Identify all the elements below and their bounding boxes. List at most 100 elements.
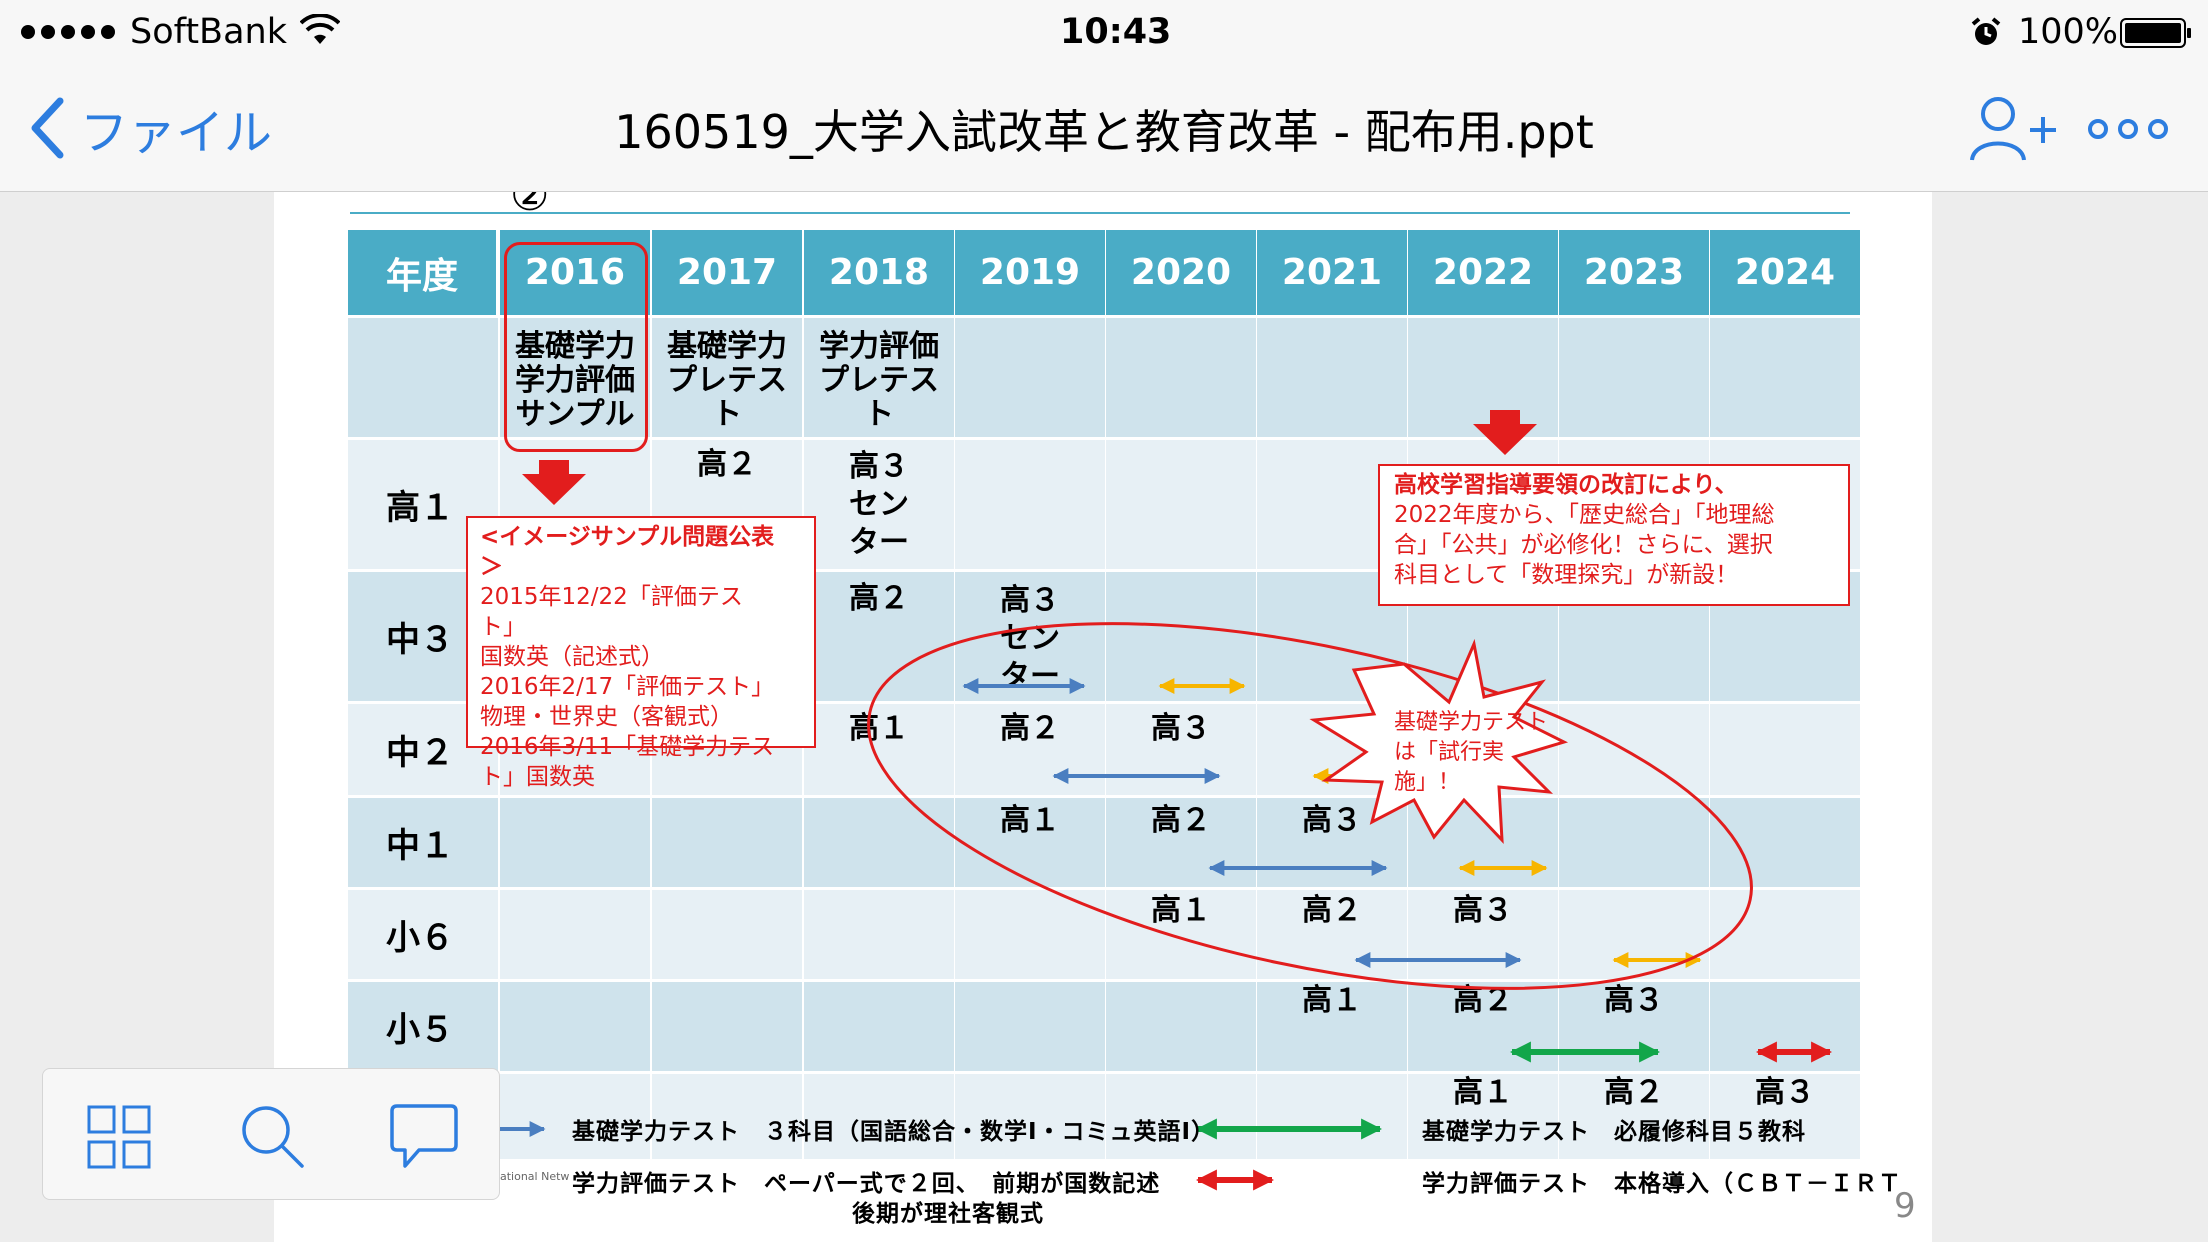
year-header-2017: 2017 [652,230,804,318]
table-cell [500,1074,652,1162]
battery-percent: 100% [2018,12,2119,52]
test-2017: 基礎学力 プレテス ト [667,329,787,432]
wifi-icon [299,13,341,48]
table-cell [652,318,804,440]
table-cell [804,1074,956,1162]
row-label: 小６ [348,890,500,982]
grade-cell: 高２ [1302,893,1362,928]
carrier-name: SoftBank [130,12,287,52]
grade-cell: 高１ [1000,803,1060,838]
legend-eval-test-full: 学力評価テスト 本格導入（ＣＢＴ－ＩＲＴ [1422,1171,1902,1197]
document-title: 160519_大学入試改革と教育改革 - 配布用.ppt [614,105,1594,159]
table-cell [955,440,1107,572]
burst-text: 基礎学力テスト は「試行実 施」！ [1394,710,1549,795]
comment-icon[interactable] [389,1103,459,1171]
table-cell [804,318,956,440]
table-cell [955,798,1107,890]
grid-view-icon[interactable] [87,1105,151,1169]
grade-cell: 高２ [1604,1075,1664,1110]
table-cell [500,982,652,1074]
add-person-icon[interactable] [1968,94,2058,164]
table-cell [1257,1074,1409,1162]
table-cell [348,318,500,440]
sample-problem-note [466,516,816,748]
year-header-corner: 年度 [348,230,498,318]
year-header-2023: 2023 [1559,230,1711,318]
curriculum-note [1378,464,1850,606]
back-button[interactable]: ファイル [30,92,272,164]
sample-problem-note-text: <イメージサンプル問題公表 ＞ 2015年12/22「評価テス ト」 国数英（記… [480,524,775,790]
table-cell [804,440,956,572]
navigation-bar: ファイル 160519_大学入試改革と教育改革 - 配布用.ppt [0,64,2208,192]
alarm-icon [1970,16,2002,48]
table-cell [1106,318,1258,440]
row-label: 中１ [348,798,500,890]
clock: 10:43 [1060,12,1172,52]
grade-cell: 高３ [1151,711,1211,746]
grade-cell: 高２ [1151,803,1211,838]
grade-cell: 高１ [1453,1075,1513,1110]
down-arrow-left [522,460,586,505]
back-label: ファイル [80,105,273,161]
footer-fragment: ational Netw [500,1170,570,1183]
table-cell [1710,890,1862,982]
table-cell [1710,1074,1862,1162]
year-header-2019: 2019 [955,230,1107,318]
grade-cell: 高３ [1604,983,1664,1018]
page-number: 9 [1894,1186,1916,1226]
grade-cell: 高３ [1453,893,1513,928]
table-cell [1559,1074,1711,1162]
table-cell [1257,982,1409,1074]
legend-eval-test-2: 後期が理社客観式 [852,1201,1044,1227]
table-cell [804,890,956,982]
table-cell [804,982,956,1074]
table-cell [652,890,804,982]
more-icon[interactable] [2088,114,2168,144]
search-icon[interactable] [239,1103,305,1169]
legend-basic-test-full: 基礎学力テスト 必履修科目５教科 [1422,1119,1806,1145]
row-label: 高１ [348,440,500,572]
legend-eval-test: 学力評価テスト ペーパー式で２回、 前期が国数記述 [572,1171,1161,1197]
table-cell [652,1074,804,1162]
year-header-2018: 2018 [804,230,956,318]
chevron-left-icon [30,97,64,159]
legend-basic-test: 基礎学力テスト ３科目（国語総合・数学Ⅰ・コミュ英語Ⅰ） [572,1119,1216,1145]
table-cell [1710,704,1862,798]
table-cell [1710,318,1862,440]
curriculum-note-text: 高校学習指導要領の改訂により、 2022年度から、「歴史総合」「地理総 合」「公… [1394,472,1775,588]
highlight-2016 [504,242,648,452]
status-bar: SoftBank 10:43 100% [0,0,2208,64]
grade-cell: 高１ [1302,983,1362,1018]
table-cell [1408,1074,1560,1162]
grade-cell: 高３ [1755,1075,1815,1110]
table-cell [1106,982,1258,1074]
grade-cell: 高２ [697,447,757,482]
test-2016: 基礎学力 学力評価 サンプル [515,329,635,432]
table-cell [1106,440,1258,572]
table-cell [652,982,804,1074]
table-cell [804,572,956,704]
slide-page: ② 年度 2016 2017 2018 2019 2020 2021 2022 2023 202… [274,192,1932,1242]
grade-cell: 高１ [849,711,909,746]
table-cell [1559,798,1711,890]
table-cell [804,704,956,798]
grade-cell: 高１ [1151,893,1211,928]
highlight-ellipse [867,622,1753,990]
year-header-2021: 2021 [1257,230,1409,318]
table-cell [500,318,652,440]
title-rule [350,212,1850,214]
floating-toolbar [42,1068,500,1200]
slide-graphics [500,410,1833,1191]
grade-cell: 高３ セン ター [849,449,909,560]
table-cell [1408,318,1560,440]
circled-number: ② [510,192,550,221]
year-header-2024: 2024 [1710,230,1862,318]
table-cell [1106,1074,1258,1162]
table-cell [652,798,804,890]
grade-cell: 高２ [1000,711,1060,746]
table-cell [955,982,1107,1074]
burst-shape [1309,638,1569,844]
table-cell [500,890,652,982]
grade-cell: 高３ [1302,803,1362,838]
test-2018: 学力評価 プレテス ト [819,329,939,432]
